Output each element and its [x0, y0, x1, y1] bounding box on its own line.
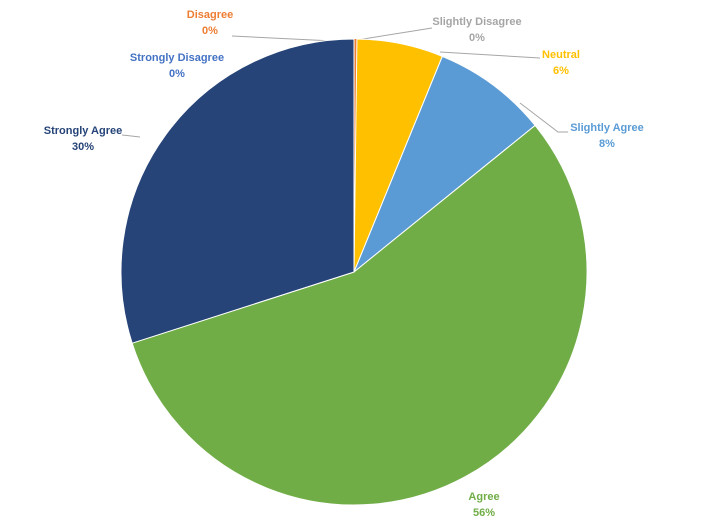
data-label-name: Slightly Agree — [570, 122, 644, 134]
data-label-value: 56% — [473, 507, 495, 519]
leader-line — [356, 27, 433, 41]
data-label-value: 0% — [202, 25, 218, 37]
data-label-name: Neutral — [542, 49, 580, 61]
data-label-name: Agree — [468, 491, 499, 503]
data-label-value: 30% — [72, 141, 94, 153]
data-label-name: Disagree — [187, 9, 233, 21]
data-label-value: 0% — [169, 68, 185, 80]
pie-slice — [353, 55, 536, 273]
leader-line — [121, 134, 141, 138]
data-label-value: 0% — [469, 32, 485, 44]
data-label-name: Slightly Disagree — [432, 16, 521, 28]
data-label-name: Strongly Agree — [44, 125, 122, 137]
leader-line — [439, 51, 541, 59]
pie-slice — [120, 38, 355, 344]
leader-line — [519, 102, 568, 133]
pie-slice — [131, 124, 588, 506]
data-label-value: 6% — [553, 65, 569, 77]
data-label-name: Strongly Disagree — [130, 52, 224, 64]
data-label-value: 8% — [599, 138, 615, 150]
